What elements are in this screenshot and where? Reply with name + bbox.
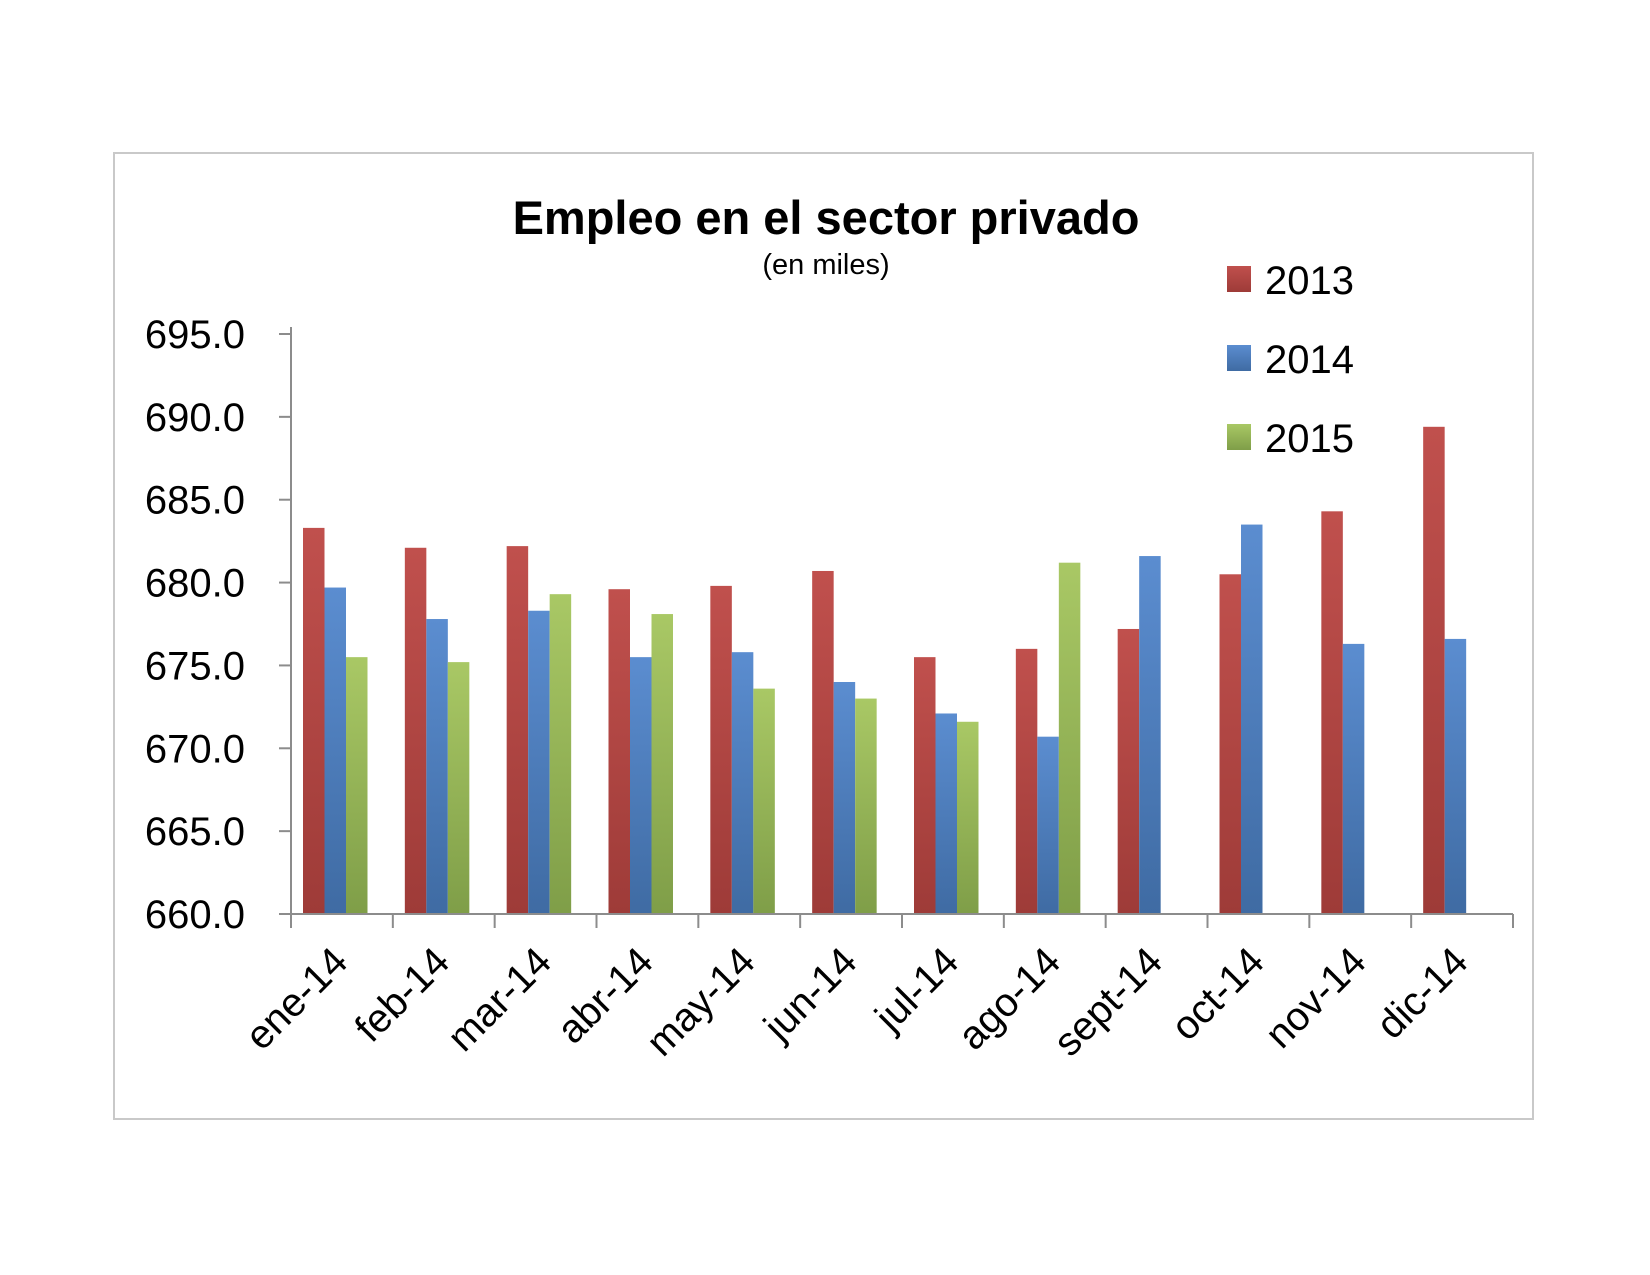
- bar-2013-jul-14: [914, 657, 936, 914]
- bar-2014-sept-14: [1139, 556, 1161, 914]
- bar-2013-oct-14: [1219, 574, 1241, 914]
- chart-container: Empleo en el sector privado (en miles) 6…: [113, 152, 1534, 1120]
- bar-2014-oct-14: [1241, 524, 1263, 914]
- bar-2013-ene-14: [303, 527, 325, 914]
- y-tick-label: 670.0: [145, 727, 245, 771]
- legend-swatch-2014: [1227, 345, 1251, 371]
- bar-2013-may-14: [710, 585, 732, 914]
- bar-2013-dic-14: [1423, 426, 1445, 914]
- legend: 2013 2014 2015: [1227, 259, 1354, 461]
- x-tick-label: jun-14: [755, 939, 865, 1049]
- bar-2013-nov-14: [1321, 511, 1343, 914]
- x-tick-label: sept-14: [1045, 939, 1170, 1064]
- x-tick-label: ene-14: [237, 939, 356, 1058]
- bar-2015-may-14: [753, 688, 775, 914]
- bar-2014-ene-14: [324, 587, 346, 914]
- y-tick-labels: 660.0 665.0 670.0 675.0 680.0 685.0 690.0 695.0: [145, 313, 245, 937]
- legend-swatch-2013: [1227, 266, 1251, 292]
- bar-2014-ago-14: [1037, 736, 1059, 914]
- bar-2014-abr-14: [630, 657, 652, 914]
- bar-chart: Empleo en el sector privado (en miles) 6…: [145, 191, 1514, 1065]
- bar-2013-mar-14: [506, 546, 529, 914]
- y-tick-label: 665.0: [145, 810, 245, 854]
- bar-2013-jun-14: [812, 570, 834, 914]
- x-tick-label: dic-14: [1368, 939, 1476, 1047]
- bar-2014-mar-14: [528, 610, 550, 914]
- bar-2015-abr-14: [651, 614, 673, 914]
- bar-2013-ago-14: [1015, 648, 1038, 914]
- bar-2013-sept-14: [1117, 628, 1140, 914]
- x-tick-label: may-14: [638, 939, 763, 1064]
- bar-2014-feb-14: [426, 619, 448, 914]
- legend-label-2015: 2015: [1265, 417, 1354, 461]
- axes: [279, 327, 1514, 928]
- bar-2014-jun-14: [833, 682, 856, 914]
- x-tick-label: oct-14: [1163, 939, 1273, 1049]
- bar-2015-feb-14: [447, 662, 470, 914]
- bar-2014-jul-14: [935, 713, 957, 914]
- bar-2013-abr-14: [608, 589, 630, 914]
- bar-2015-jul-14: [957, 721, 979, 914]
- legend-label-2013: 2013: [1265, 259, 1354, 303]
- legend-label-2014: 2014: [1265, 338, 1354, 382]
- y-tick-label: 685.0: [145, 479, 245, 523]
- bar-2015-ene-14: [346, 657, 368, 914]
- chart-subtitle: (en miles): [762, 249, 889, 281]
- x-tick-label: nov-14: [1257, 939, 1375, 1057]
- y-tick-label: 680.0: [145, 562, 245, 606]
- chart-title: Empleo en el sector privado: [513, 191, 1140, 244]
- bar-2013-feb-14: [404, 547, 427, 914]
- y-tick-label: 690.0: [145, 396, 245, 440]
- bar-2014-dic-14: [1444, 638, 1467, 914]
- y-tick-label: 675.0: [145, 644, 245, 688]
- bar-2015-mar-14: [549, 594, 572, 914]
- x-tick-label: mar-14: [439, 939, 560, 1060]
- bar-2014-may-14: [731, 652, 754, 914]
- legend-swatch-2015: [1227, 424, 1251, 450]
- bar-2015-ago-14: [1058, 562, 1081, 914]
- bar-2015-jun-14: [855, 698, 877, 914]
- y-tick-label: 695.0: [145, 313, 245, 357]
- y-tick-label: 660.0: [145, 893, 245, 937]
- x-tick-label: feb-14: [347, 939, 458, 1050]
- bars: [303, 426, 1467, 914]
- bar-2014-nov-14: [1342, 643, 1365, 914]
